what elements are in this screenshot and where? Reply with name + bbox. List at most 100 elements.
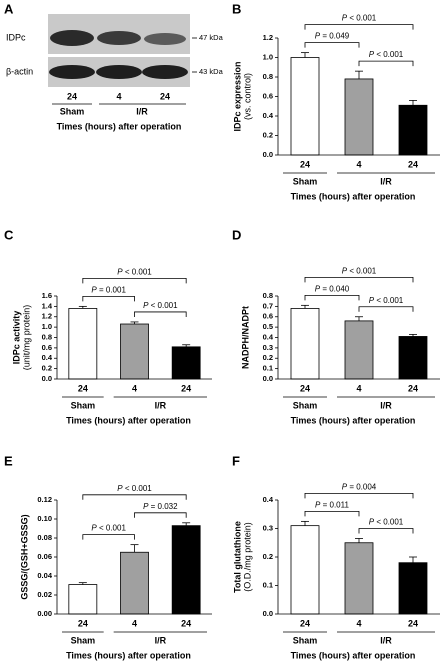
group-label: I/R <box>136 106 148 116</box>
annotation: P < 0.001 <box>91 524 126 533</box>
bracket <box>134 311 187 317</box>
band-label: β-actin <box>6 66 33 76</box>
y-tick-label: 0.8 <box>263 72 273 81</box>
panel-letter: D <box>232 227 241 242</box>
y-tick-label: 1.2 <box>263 33 273 42</box>
x-tick-label: 24 <box>181 618 191 628</box>
blot-band <box>144 33 186 45</box>
bracket <box>304 24 414 30</box>
x-tick-label: 24 <box>408 383 418 393</box>
panel-letter: E <box>4 453 13 468</box>
bar <box>344 320 374 380</box>
x-tick-label: 24 <box>300 383 310 393</box>
y-tick-label: 1.0 <box>263 52 273 61</box>
x-axis-title: Times (hours) after operation <box>57 121 182 131</box>
x-tick-label: 24 <box>300 618 310 628</box>
panel-letter: B <box>232 1 241 16</box>
x-axis-title: Times (hours) after operation <box>66 650 191 660</box>
bracket <box>82 534 135 540</box>
blot-band <box>96 65 142 79</box>
panel-letter: C <box>4 227 14 242</box>
x-axis-title: Times (hours) after operation <box>291 415 416 425</box>
bar <box>290 525 320 615</box>
y-tick-label: 0.1 <box>263 580 273 589</box>
bar <box>171 525 201 615</box>
bar <box>120 551 149 615</box>
blot-band <box>49 65 95 79</box>
y-axis-subtitle: (vs. control) <box>242 73 252 120</box>
y-tick-label: 0.4 <box>263 332 274 341</box>
blot-band <box>97 31 141 45</box>
bar <box>290 308 320 380</box>
x-tick-label: 4 <box>356 618 361 628</box>
y-axis-subtitle: (O.D./mg protein) <box>242 522 252 592</box>
group-label: I/R <box>155 400 167 410</box>
bracket <box>358 528 414 534</box>
group-label: I/R <box>380 635 392 645</box>
bracket <box>82 295 135 302</box>
bar <box>398 104 428 156</box>
x-axis-title: Times (hours) after operation <box>291 650 416 660</box>
group-label: Sham <box>60 106 85 116</box>
y-tick-label: 0.0 <box>263 150 273 159</box>
group-label: Sham <box>293 176 318 186</box>
group-label: Sham <box>293 400 318 410</box>
x-tick-label: 4 <box>356 383 361 393</box>
y-tick-label: 0.0 <box>263 374 273 383</box>
x-tick-label: 24 <box>78 618 88 628</box>
y-axis-title: IDPc expression <box>232 61 242 131</box>
annotation: P < 0.001 <box>117 484 152 493</box>
marker-label: 43 kDa <box>199 67 224 76</box>
panel-letter: A <box>4 1 14 16</box>
bar <box>344 78 374 156</box>
x-axis-title: Times (hours) after operation <box>66 415 191 425</box>
bracket <box>358 60 414 67</box>
y-axis-title: NADPH/NADPt <box>240 306 250 369</box>
annotation: P = 0.001 <box>91 285 126 294</box>
y-axis-title: IDPc activity <box>11 311 21 365</box>
group-label: Sham <box>71 400 96 410</box>
y-tick-label: 0.4 <box>263 111 274 120</box>
panel-letter: F <box>232 453 240 468</box>
bar <box>344 542 374 615</box>
bracket <box>82 494 187 500</box>
bracket <box>134 512 187 518</box>
y-axis-title: Total glutathione <box>232 521 242 593</box>
category-label: 24 <box>67 91 77 101</box>
x-tick-label: 4 <box>132 383 137 393</box>
group-label: Sham <box>71 635 96 645</box>
y-tick-label: 0.4 <box>42 353 53 362</box>
annotation: P = 0.040 <box>315 284 350 293</box>
y-axis-title: GSSG/(GSH+GSSG) <box>19 514 29 599</box>
annotation: P = 0.049 <box>315 32 350 41</box>
bar <box>290 57 320 156</box>
bracket <box>304 492 414 499</box>
y-tick-label: 0.10 <box>37 514 52 523</box>
annotation: P < 0.001 <box>143 301 178 310</box>
annotation: P < 0.001 <box>369 50 404 59</box>
annotation: P = 0.004 <box>342 482 377 491</box>
y-tick-label: 0.1 <box>263 364 273 373</box>
y-tick-label: 0.6 <box>263 312 273 321</box>
marker-label: 47 kDa <box>199 33 224 42</box>
x-tick-label: 24 <box>300 159 310 169</box>
bar <box>68 308 98 380</box>
y-tick-label: 1.6 <box>42 291 52 300</box>
bar <box>120 323 149 380</box>
bar <box>398 562 428 615</box>
x-axis-title: Times (hours) after operation <box>291 191 416 201</box>
x-tick-label: 4 <box>132 618 137 628</box>
y-tick-label: 0.0 <box>263 609 273 618</box>
annotation: P < 0.001 <box>342 14 377 23</box>
annotation: P < 0.001 <box>369 518 404 527</box>
x-tick-label: 4 <box>356 159 361 169</box>
y-tick-label: 0.3 <box>263 523 273 532</box>
bar <box>68 584 98 615</box>
y-tick-label: 0.12 <box>37 495 52 504</box>
band-label: IDPc <box>6 32 26 42</box>
bar <box>398 336 428 380</box>
y-tick-label: 0.8 <box>42 332 52 341</box>
category-label: 24 <box>160 91 170 101</box>
x-tick-label: 24 <box>78 383 88 393</box>
